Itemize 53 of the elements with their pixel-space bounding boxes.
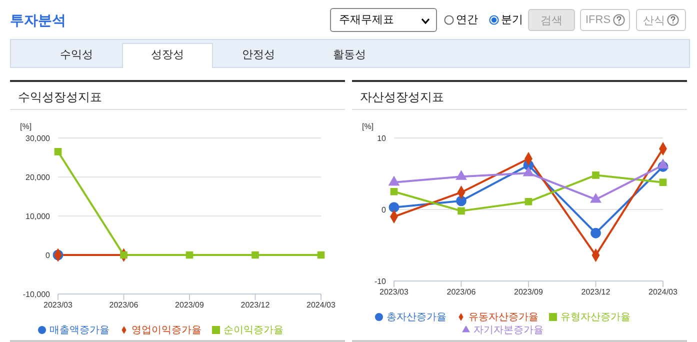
y-tick-label: 10,000 — [26, 212, 51, 221]
point — [523, 166, 534, 176]
point — [658, 159, 668, 168]
point — [458, 207, 465, 215]
point — [390, 188, 398, 196]
text: IFRS — [580, 9, 630, 31]
text: 검색 — [528, 9, 575, 31]
point — [388, 176, 400, 186]
text: 안정성 — [241, 48, 276, 63]
x-tick-label: 2023/03 — [380, 288, 410, 297]
point — [388, 202, 400, 213]
point — [659, 178, 667, 186]
point — [590, 193, 602, 203]
y-tick-label: -10,000 — [22, 290, 51, 299]
text: 주재무제표 — [330, 8, 437, 32]
chart-title: 자산성장성지표 — [360, 89, 444, 106]
text: 연간 — [456, 13, 478, 27]
point — [590, 228, 601, 238]
legend-label: 유동자산증가율 — [468, 312, 538, 323]
text: 분기 — [501, 13, 523, 27]
x-tick-label: 2023/06 — [109, 300, 139, 310]
y-tick-label: 30,000 — [26, 134, 51, 143]
legend-label: 자기자본증가율 — [474, 325, 544, 336]
y-tick-label: 10 — [377, 134, 387, 143]
point — [592, 172, 600, 179]
text: 수익성 — [59, 48, 94, 63]
y-tick-label: 20,000 — [26, 172, 51, 182]
point — [456, 170, 467, 180]
x-tick-label: 2023/03 — [44, 300, 74, 310]
point — [456, 196, 466, 206]
point — [524, 198, 532, 206]
chart-title: 수익성장성지표 — [18, 89, 102, 106]
text: 활동성 — [332, 48, 367, 63]
x-tick-label: 2023/12 — [240, 300, 270, 310]
x-tick-label: 2023/12 — [581, 288, 611, 297]
text: 성장성 — [122, 43, 213, 68]
text: 산식 — [636, 9, 686, 31]
y-tick-label: -10 — [374, 276, 387, 286]
y-axis-title: [%] — [20, 122, 32, 131]
legend-label: 순이익증가율 — [224, 325, 284, 336]
legend-label: 매출액증가율 — [50, 325, 110, 336]
legend-label: 영업이익증가율 — [132, 325, 202, 336]
y-axis-title: [%] — [362, 122, 374, 131]
x-tick-label: 2023/09 — [514, 288, 544, 297]
text: 투자분석 — [10, 12, 66, 30]
legend-label: 유형자산증가율 — [560, 312, 630, 323]
x-tick-label: 2023/09 — [175, 300, 205, 310]
x-tick-label: 2024/03 — [306, 300, 336, 310]
y-tick-label: 0 — [46, 250, 51, 260]
y-tick-label: 0 — [382, 205, 387, 214]
x-tick-label: 2023/06 — [446, 288, 476, 297]
x-tick-label: 2024/03 — [648, 288, 678, 297]
legend-label: 총자산증가율 — [386, 312, 446, 323]
